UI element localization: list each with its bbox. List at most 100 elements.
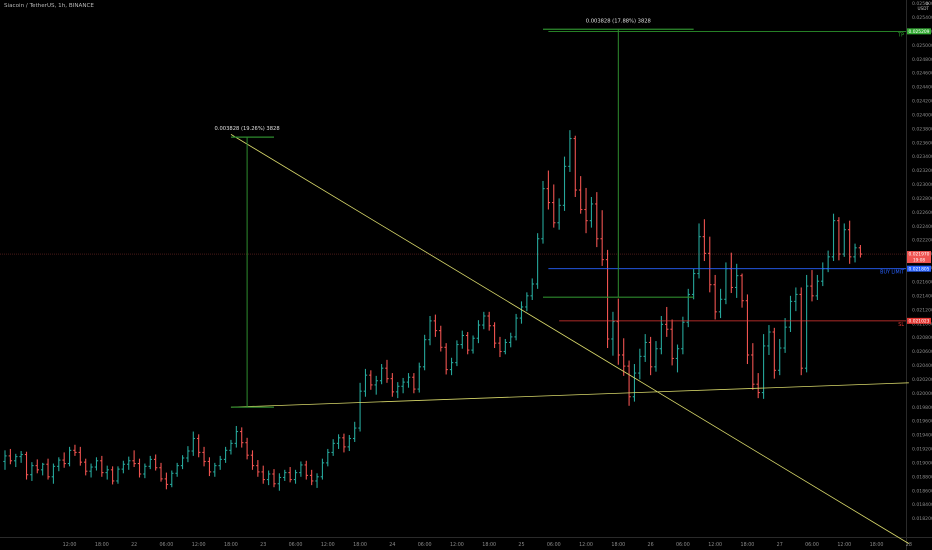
candle xyxy=(535,233,540,289)
y-tick-label: 0.022400 xyxy=(912,224,932,230)
price-tag-last xyxy=(907,251,931,264)
candle xyxy=(670,319,674,366)
y-tick-label: 0.023600 xyxy=(912,140,932,146)
x-tick-label: 12:00 xyxy=(579,542,593,548)
candle xyxy=(175,462,179,477)
candle xyxy=(514,313,518,341)
candle xyxy=(347,435,352,452)
candle xyxy=(256,460,260,477)
candle xyxy=(245,437,249,460)
x-tick-label: 27 xyxy=(777,542,783,548)
candle xyxy=(444,343,448,375)
candle xyxy=(578,176,583,214)
candle xyxy=(180,455,185,470)
candle xyxy=(336,434,341,449)
candle xyxy=(627,360,631,406)
candle xyxy=(261,465,265,484)
candle xyxy=(417,362,421,393)
price-tag-sub-last: 19:08 xyxy=(913,257,925,262)
price-tag-text-tp: 0.025209 xyxy=(909,29,930,35)
candle xyxy=(632,364,637,402)
candle xyxy=(116,466,120,484)
candle xyxy=(229,439,233,455)
candle xyxy=(121,460,126,474)
candle xyxy=(137,458,142,478)
y-tick-label: 0.022600 xyxy=(912,210,932,216)
candle xyxy=(3,450,7,470)
candle xyxy=(223,446,228,463)
candle xyxy=(191,431,195,456)
candle xyxy=(396,382,400,399)
candle xyxy=(546,170,551,210)
candle xyxy=(84,458,88,476)
candle xyxy=(525,292,529,312)
candle xyxy=(73,444,77,456)
candle xyxy=(686,288,690,328)
candle xyxy=(681,316,685,355)
candle xyxy=(788,295,793,333)
x-tick-label: 18:00 xyxy=(95,542,109,548)
candle xyxy=(772,327,777,379)
candle xyxy=(611,311,615,356)
price-tag-buy xyxy=(907,265,931,272)
candle xyxy=(24,451,29,480)
y-tick-label: 0.023000 xyxy=(912,182,932,188)
y-tick-label: 0.025400 xyxy=(912,15,932,21)
y-tick-label: 0.025000 xyxy=(912,43,932,49)
candle xyxy=(202,446,206,467)
trendline xyxy=(230,382,909,408)
candle xyxy=(465,332,470,355)
symbol-header[interactable]: Siacoin / TetherUS, 1h, BINANCE xyxy=(4,3,94,9)
candle xyxy=(519,301,524,324)
price-tag-text-last: 0.021970 xyxy=(909,252,930,258)
x-tick-label: 06:00 xyxy=(159,542,173,548)
candle xyxy=(288,467,292,483)
y-tick-label: 0.018400 xyxy=(912,502,932,508)
x-tick-label: 18:00 xyxy=(353,542,367,548)
candle xyxy=(487,311,491,331)
candle xyxy=(821,262,825,287)
candle xyxy=(638,348,642,380)
candle xyxy=(379,364,384,385)
candle xyxy=(8,448,13,465)
candle xyxy=(557,198,561,230)
candle xyxy=(476,320,481,344)
candle xyxy=(353,421,357,442)
candle xyxy=(94,457,99,471)
settings-icon[interactable]: ⚙ xyxy=(925,1,929,6)
candle xyxy=(127,456,131,470)
candle xyxy=(19,451,23,463)
x-tick-label: 06:00 xyxy=(547,542,561,548)
candle xyxy=(568,130,572,172)
measure-label: 0.003828 (19.26%) 3828 xyxy=(215,126,280,132)
y-tick-label: 0.023800 xyxy=(912,126,932,132)
x-tick-label: 25 xyxy=(518,542,524,548)
candle xyxy=(573,135,577,197)
candle xyxy=(283,469,287,481)
candle xyxy=(471,335,475,354)
candle xyxy=(449,357,454,376)
y-tick-label: 0.024400 xyxy=(912,85,932,91)
x-tick-label: 12:00 xyxy=(63,542,77,548)
candle xyxy=(358,382,362,432)
candle xyxy=(853,243,857,263)
candle xyxy=(503,338,508,355)
level-label-tp: TP xyxy=(897,32,904,38)
y-tick-label: 0.023400 xyxy=(912,154,932,160)
x-tick-label: 23 xyxy=(260,542,266,548)
candle xyxy=(234,425,239,448)
measure-label: 0.003828 (17.88%) 3828 xyxy=(586,18,651,24)
candle xyxy=(46,458,50,480)
y-tick-label: 0.020200 xyxy=(912,377,932,383)
candle xyxy=(342,433,346,453)
y-tick-label: 0.023200 xyxy=(912,168,932,174)
candle xyxy=(143,463,147,479)
x-tick-label: 26 xyxy=(648,542,654,548)
candle xyxy=(78,446,83,466)
x-tick-label: 22 xyxy=(131,542,137,548)
candle xyxy=(320,458,325,480)
y-tick-label: 0.024600 xyxy=(912,71,932,77)
candle xyxy=(148,455,152,470)
